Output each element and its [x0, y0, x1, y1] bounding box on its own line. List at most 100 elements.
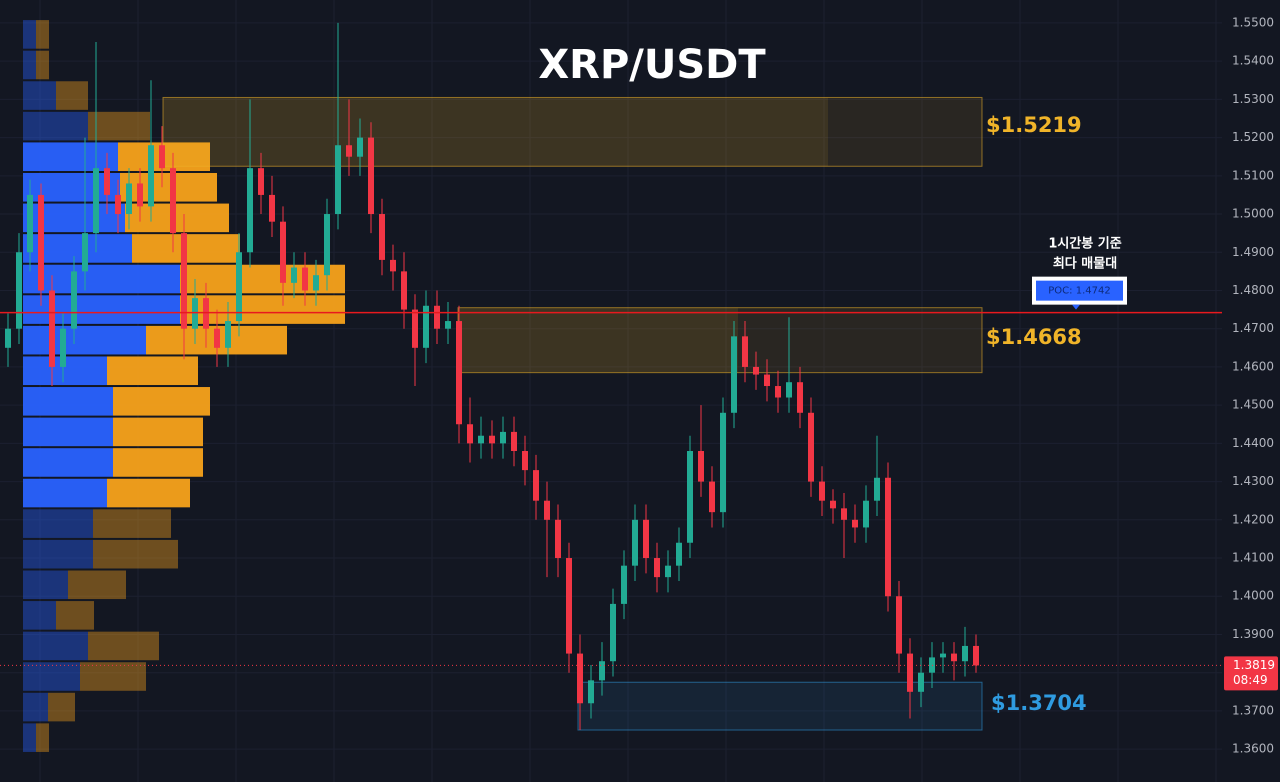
profile-sell: [107, 478, 190, 508]
candle-body: [445, 321, 451, 329]
profile-buy: [23, 601, 56, 630]
candle-body: [5, 328, 11, 348]
profile-sell: [68, 570, 126, 600]
candle-body: [885, 477, 891, 597]
candle-body: [775, 386, 781, 398]
y-tick-label: 1.4300: [1232, 474, 1274, 488]
candle-body: [566, 558, 572, 654]
candle-body: [786, 382, 792, 398]
last-price-box: [1224, 656, 1278, 691]
candles: [5, 22, 979, 731]
countdown: 08:49: [1233, 673, 1268, 687]
candle-body: [731, 336, 737, 413]
candle-body: [313, 275, 319, 291]
zone-inner: [163, 97, 828, 167]
candle-body: [588, 680, 594, 704]
profile-sell: [120, 172, 217, 202]
y-tick-label: 1.4800: [1232, 283, 1274, 297]
profile-sell: [56, 81, 88, 110]
profile-sell: [93, 509, 171, 538]
candle-body: [467, 424, 473, 444]
profile-buy: [23, 478, 107, 508]
candle-body: [247, 168, 253, 253]
candle-body: [665, 565, 671, 578]
zone: [162, 96, 983, 167]
profile-buy: [23, 692, 48, 722]
y-tick-label: 1.4400: [1232, 436, 1274, 450]
candle-body: [478, 435, 484, 444]
candle-body: [170, 168, 176, 234]
candle-body: [951, 653, 957, 662]
candle-body: [852, 519, 858, 528]
candle-body: [808, 412, 814, 482]
profile-buy: [23, 81, 56, 110]
profile-sell: [36, 20, 49, 49]
profile-buy: [23, 417, 113, 447]
candle-body: [973, 645, 979, 666]
candle-body: [181, 233, 187, 329]
candle-body: [291, 267, 297, 283]
candle-body: [841, 508, 847, 520]
profile-sell: [48, 692, 75, 722]
annotation: 최다 매물대: [1053, 256, 1117, 272]
profile-buy: [23, 570, 68, 600]
candle-body: [346, 145, 352, 157]
candle-body: [720, 412, 726, 513]
candle-body: [258, 168, 264, 195]
profile-buy: [23, 142, 118, 171]
chart-title: XRP/USDT: [538, 42, 766, 88]
profile-sell: [88, 631, 159, 661]
last-price-label: 1.3819: [1233, 658, 1275, 672]
annotation: 1시간봉 기준: [1048, 236, 1121, 252]
y-tick-label: 1.5300: [1232, 92, 1274, 106]
candle-body: [379, 214, 385, 260]
candle-body: [214, 328, 220, 348]
profile-buy: [23, 448, 113, 477]
zone-label: $1.5219: [986, 113, 1082, 137]
candle-body: [621, 565, 627, 604]
candle-body: [280, 221, 286, 283]
profile-buy: [23, 325, 146, 355]
y-tick-label: 1.4000: [1232, 589, 1274, 603]
candle-body: [93, 168, 99, 234]
candle-body: [819, 481, 825, 501]
candle-body: [401, 271, 407, 310]
zone: [577, 681, 983, 731]
poc-label: POC: 1.4742: [1048, 286, 1110, 297]
candle-body: [533, 470, 539, 501]
candle-body: [918, 672, 924, 692]
profile-sell: [113, 448, 203, 477]
profile-buy: [23, 50, 36, 80]
candle-body: [60, 328, 66, 367]
candle-body: [687, 451, 693, 543]
y-tick-label: 1.5500: [1232, 15, 1274, 29]
candle-body: [874, 477, 880, 501]
candle-body: [27, 194, 33, 253]
candle-body: [797, 382, 803, 413]
zones: $1.5219 $1.4668 $1.3704: [162, 96, 1087, 731]
candle-body: [368, 137, 374, 215]
candle-body: [49, 290, 55, 367]
candle-body: [676, 542, 682, 566]
profile-buy: [23, 264, 180, 294]
candle-body: [511, 431, 517, 452]
profile-buy: [23, 539, 93, 569]
candle-body: [489, 435, 495, 444]
profile-sell: [113, 417, 203, 447]
candle-body: [137, 183, 143, 207]
candle-body: [698, 451, 704, 482]
candle-body: [610, 603, 616, 662]
y-tick-label: 1.4100: [1232, 551, 1274, 565]
candle-body: [126, 183, 132, 215]
candle-body: [830, 500, 836, 509]
candle-body: [555, 519, 561, 559]
candle-body: [632, 519, 638, 566]
candle-body: [764, 374, 770, 387]
y-tick-label: 1.5200: [1232, 130, 1274, 144]
y-tick-label: 1.5400: [1232, 54, 1274, 68]
candle-body: [390, 259, 396, 272]
profile-buy: [23, 509, 93, 538]
profile-buy: [23, 295, 180, 324]
